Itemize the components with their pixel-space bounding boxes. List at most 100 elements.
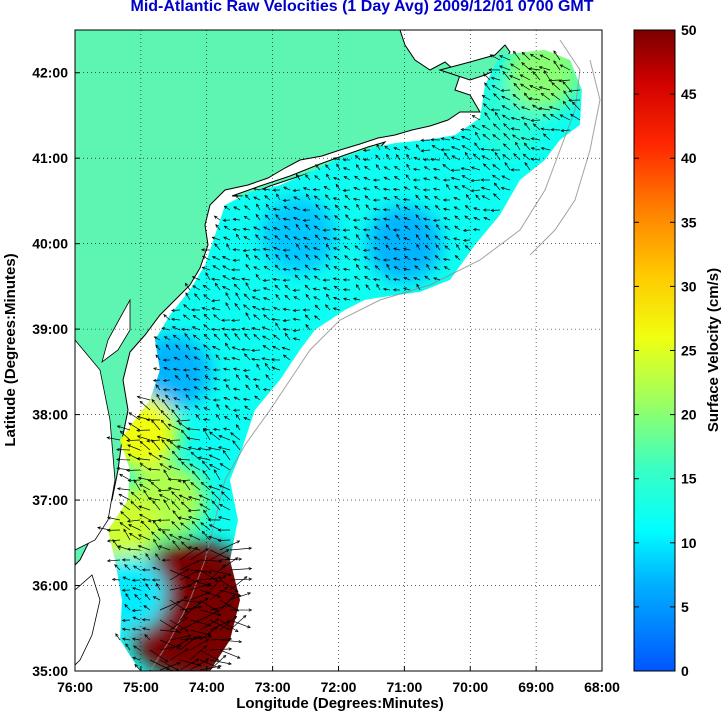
velocity-arrow (211, 328, 221, 331)
velocity-arrow (235, 424, 241, 431)
velocity-arrow (189, 569, 212, 573)
velocity-arrow (314, 315, 321, 321)
arrow-head (271, 366, 276, 370)
arrow-head (262, 388, 267, 392)
arrow-head (374, 265, 379, 269)
arrow-head (253, 333, 257, 338)
arrow-head (244, 333, 248, 337)
arrow-head (345, 214, 349, 218)
velocity-arrow (492, 85, 501, 91)
arrow-head (169, 534, 173, 538)
arrow-head (500, 186, 505, 190)
arrow-head (512, 50, 517, 55)
velocity-arrow (305, 324, 311, 331)
arrow-head (196, 620, 201, 624)
velocity-arrow (202, 460, 211, 471)
velocity-arrow (572, 101, 581, 111)
arrow-head (242, 248, 247, 253)
arrow-head (173, 356, 178, 360)
velocity-arrow (209, 638, 232, 641)
arrow-head (234, 332, 238, 337)
arrow-head (213, 314, 217, 318)
velocity-arrow (159, 601, 180, 611)
arrow-head (116, 466, 120, 471)
velocity-arrow (243, 228, 251, 231)
velocity-arrow (304, 284, 311, 291)
velocity-arrow (219, 558, 242, 561)
arrow-head (184, 616, 188, 621)
arrow-head (133, 479, 137, 483)
arrow-head (524, 161, 528, 166)
velocity-arrow (234, 333, 241, 341)
arrow-head (542, 133, 547, 137)
velocity-arrow (434, 176, 441, 181)
arrow-head (185, 628, 189, 632)
arrow-head (365, 204, 369, 208)
velocity-arrow (223, 236, 231, 241)
arrow-head (515, 141, 519, 146)
arrow-head (251, 305, 256, 309)
velocity-arrow (415, 194, 421, 201)
arrow-head (501, 175, 506, 179)
velocity-arrow (211, 307, 221, 311)
velocity-arrow (224, 333, 231, 341)
velocity-arrow (373, 208, 381, 211)
velocity-arrow (188, 546, 201, 551)
velocity-arrow (219, 484, 231, 491)
arrow-head (203, 396, 208, 400)
arrow-head (165, 394, 169, 399)
arrow-head (484, 82, 488, 86)
arrow-head (201, 255, 206, 259)
x-tick-label: 69:00 (518, 679, 554, 695)
arrow-head (262, 278, 267, 282)
arrow-head (464, 244, 469, 249)
arrow-head (205, 272, 209, 276)
arrow-head (284, 294, 289, 299)
arrow-head (325, 243, 330, 248)
arrow-head (177, 479, 182, 483)
velocity-arrow (482, 125, 491, 131)
velocity-arrow (243, 304, 251, 311)
velocity-arrow (313, 296, 321, 301)
colorbar-tick-label: 10 (681, 535, 697, 551)
arrow-head (336, 163, 340, 168)
arrow-head (235, 608, 240, 612)
velocity-arrow (284, 225, 291, 231)
velocity-arrow (529, 98, 541, 101)
arrow-head (352, 297, 357, 301)
arrow-head (313, 275, 318, 279)
velocity-arrow (471, 167, 481, 171)
velocity-arrow (122, 628, 131, 631)
arrow-head (363, 217, 367, 221)
arrow-head (194, 293, 198, 297)
arrow-head (462, 228, 467, 233)
velocity-arrow (188, 496, 201, 501)
velocity-arrow (222, 256, 231, 261)
velocity-arrow (529, 68, 541, 71)
arrow-head (222, 275, 227, 279)
arrow-head (238, 640, 243, 644)
velocity-arrow (383, 218, 391, 221)
arrow-head (175, 628, 179, 632)
speed-region (366, 205, 443, 282)
arrow-head (231, 356, 236, 360)
arrow-head (161, 398, 165, 403)
arrow-head (500, 88, 505, 93)
arrow-head (205, 548, 209, 552)
velocity-arrow (119, 502, 131, 511)
arrow-head (208, 464, 213, 468)
velocity-arrow (179, 599, 202, 603)
arrow-head (131, 627, 136, 631)
velocity-arrow (493, 123, 501, 131)
arrow-head (116, 457, 120, 462)
colorbar-tick-label: 50 (681, 22, 697, 38)
velocity-arrow (229, 615, 247, 631)
arrow-head (513, 153, 517, 157)
velocity-arrow (244, 405, 251, 411)
arrow-head (354, 175, 358, 180)
arrow-head (420, 138, 424, 142)
velocity-arrow (353, 187, 361, 191)
velocity-arrow (211, 491, 221, 501)
arrow-head (156, 435, 161, 439)
arrow-head (232, 248, 237, 252)
